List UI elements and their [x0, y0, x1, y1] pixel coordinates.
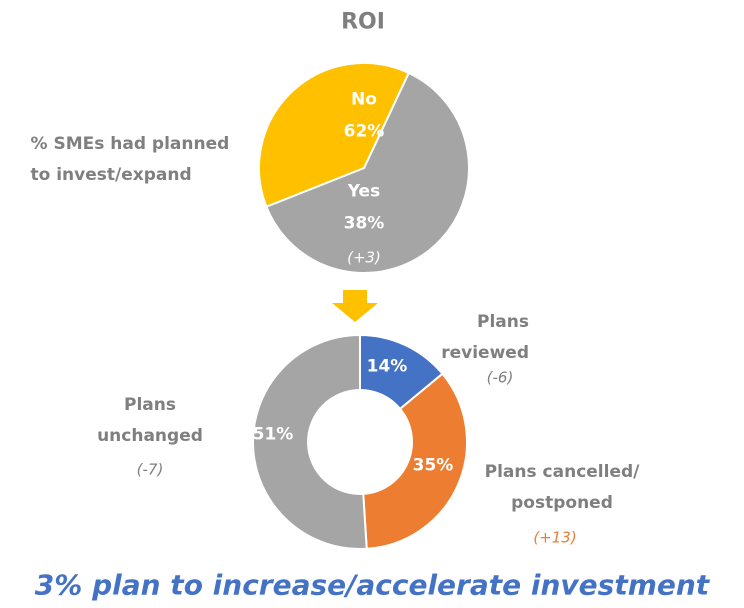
slice — [265, 71, 470, 274]
slice — [252, 333, 368, 550]
chart-title: ROI — [341, 9, 385, 35]
change-label: (+13) — [533, 528, 577, 547]
category-label: Plans cancelled/ postponed — [484, 462, 640, 513]
value-label: 62% — [343, 121, 385, 142]
arrow — [332, 290, 378, 322]
value-label: 14% — [366, 356, 408, 377]
slice — [258, 62, 411, 208]
value-label: 51% — [252, 424, 294, 445]
value-label: 38% — [343, 213, 385, 234]
change-label: (+3) — [347, 248, 381, 267]
category-label: Yes — [347, 181, 381, 202]
slice — [362, 372, 468, 550]
pie-label: % SMEs had planned to invest/expand — [30, 134, 230, 185]
category-label: No — [351, 89, 377, 110]
footer-annotation: 3% plan to increase/accelerate investmen… — [34, 568, 710, 602]
change-label: (-7) — [136, 460, 164, 479]
change-label: (-6) — [486, 368, 514, 387]
category-label: Plans unchanged — [97, 395, 203, 446]
value-label: 35% — [412, 455, 454, 476]
category-label: Plans reviewed — [441, 312, 529, 363]
